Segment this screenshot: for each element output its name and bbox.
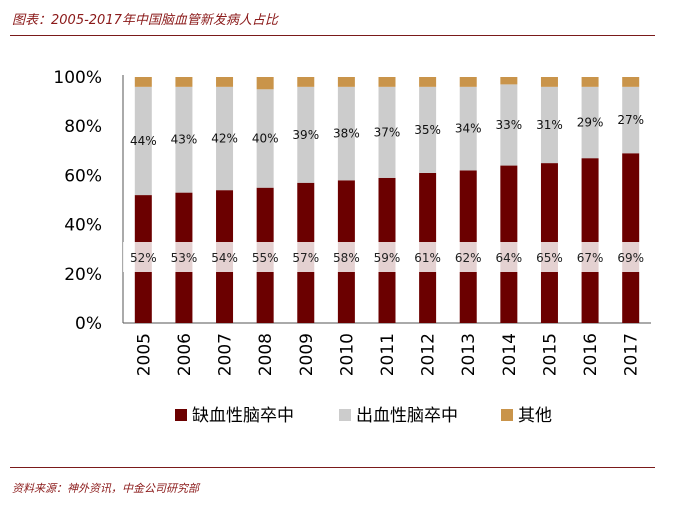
data-label: 53% xyxy=(171,251,198,265)
bar-segment xyxy=(216,77,234,87)
y-tick-label: 60% xyxy=(64,166,102,186)
bar-segment xyxy=(378,86,396,178)
chart-title: 图表：2005-2017年中国脑血管新发病人占比 xyxy=(12,13,278,28)
data-label: 29% xyxy=(577,116,604,130)
bar-segment xyxy=(622,153,640,323)
bar-segment xyxy=(419,77,437,87)
bar-segment xyxy=(622,86,640,154)
bar-segment xyxy=(459,77,477,87)
data-label: 69% xyxy=(617,251,644,265)
y-tick-label: 20% xyxy=(64,265,102,285)
data-label: 40% xyxy=(252,132,279,146)
x-tick-label: 2015 xyxy=(540,333,560,376)
data-label: 52% xyxy=(130,251,157,265)
x-tick-label: 2017 xyxy=(622,333,642,376)
bar-segment xyxy=(581,86,599,159)
x-tick-label: 2008 xyxy=(256,333,276,376)
y-tick-label: 40% xyxy=(64,216,102,236)
y-tick-label: 100% xyxy=(53,68,102,88)
bar-segment xyxy=(540,86,558,164)
x-tick-label: 2006 xyxy=(175,333,195,376)
data-label: 44% xyxy=(130,134,157,148)
data-label: 61% xyxy=(414,251,441,265)
x-tick-label: 2013 xyxy=(459,333,479,376)
data-label: 59% xyxy=(374,251,401,265)
bar-segment xyxy=(378,77,396,87)
label-band xyxy=(123,242,656,272)
legend-label: 出血性脑卒中 xyxy=(356,406,458,426)
source-note: 资料来源：神外资讯，中金公司研究部 xyxy=(12,482,199,495)
data-label: 33% xyxy=(496,118,523,132)
x-tick-label: 2007 xyxy=(216,333,236,376)
bar-segment xyxy=(500,84,518,166)
x-tick-label: 2016 xyxy=(581,333,601,376)
bottom-divider xyxy=(10,467,655,468)
x-tick-label: 2005 xyxy=(134,333,154,376)
data-label: 64% xyxy=(496,251,523,265)
bar-segment xyxy=(581,158,599,323)
bar-segment xyxy=(216,86,234,191)
data-label: 38% xyxy=(333,127,360,141)
data-label: 43% xyxy=(171,133,198,147)
bar-segment xyxy=(540,77,558,87)
legend-label: 缺血性脑卒中 xyxy=(192,406,294,426)
x-tick-label: 2014 xyxy=(500,333,520,376)
bar-segment xyxy=(134,86,152,196)
x-tick-label: 2011 xyxy=(378,333,398,376)
data-label: 27% xyxy=(617,113,644,127)
data-label: 58% xyxy=(333,251,360,265)
bar-segment xyxy=(500,77,518,85)
data-label: 55% xyxy=(252,251,279,265)
bar-segment xyxy=(256,89,274,188)
bar-segment xyxy=(459,86,477,171)
data-label: 37% xyxy=(374,125,401,139)
x-tick-label: 2009 xyxy=(297,333,317,376)
data-label: 35% xyxy=(414,123,441,137)
data-label: 65% xyxy=(536,251,563,265)
data-label: 42% xyxy=(211,132,238,146)
bar-segment xyxy=(419,86,437,173)
x-tick-label: 2010 xyxy=(337,333,357,376)
bar-segment xyxy=(134,77,152,87)
bar-segment xyxy=(622,77,640,87)
legend-swatch xyxy=(501,409,513,421)
bar-segment xyxy=(337,86,355,181)
bar-segment xyxy=(337,77,355,87)
stacked-bar-chart: 0% 20% 40% 60% 80% 100% 2005 2006 2007 2008 2009 20… xyxy=(53,68,656,426)
data-label: 67% xyxy=(577,251,604,265)
bar-segment xyxy=(297,86,315,183)
data-label: 62% xyxy=(455,251,482,265)
data-label: 54% xyxy=(211,251,238,265)
legend-swatch xyxy=(339,409,351,421)
y-tick-label: 0% xyxy=(75,314,102,334)
x-tick-label: 2012 xyxy=(419,333,439,376)
data-label: 57% xyxy=(292,251,319,265)
bar-segment xyxy=(581,77,599,87)
data-label: 39% xyxy=(292,128,319,142)
bar-segment xyxy=(175,77,193,87)
y-tick-label: 80% xyxy=(64,117,102,137)
top-divider xyxy=(10,35,655,36)
bar-segment xyxy=(256,77,274,90)
bar-segment xyxy=(175,86,193,193)
data-label: 31% xyxy=(536,118,563,132)
data-label: 34% xyxy=(455,122,482,136)
legend-swatch xyxy=(175,409,187,421)
legend-label: 其他 xyxy=(518,406,552,426)
bar-segment xyxy=(297,77,315,87)
